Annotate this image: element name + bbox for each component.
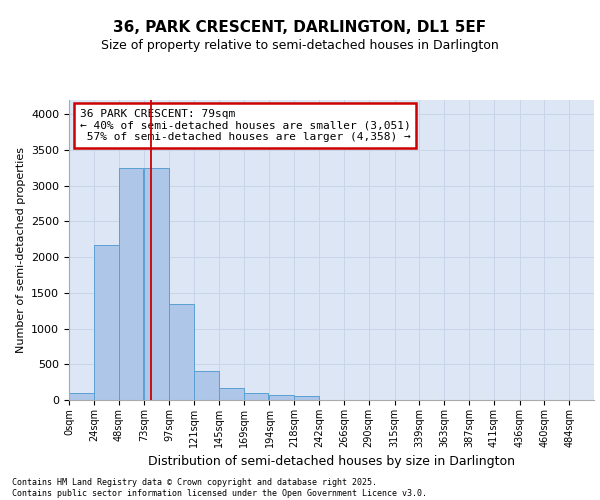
Bar: [119, 168, 143, 400]
Text: Contains HM Land Registry data © Crown copyright and database right 2025.
Contai: Contains HM Land Registry data © Crown c…: [12, 478, 427, 498]
Bar: [194, 372, 219, 400]
Text: Size of property relative to semi-detached houses in Darlington: Size of property relative to semi-detach…: [101, 40, 499, 52]
Bar: [294, 396, 319, 400]
Bar: [169, 304, 194, 400]
Bar: [219, 388, 244, 400]
Bar: [94, 244, 119, 400]
X-axis label: Distribution of semi-detached houses by size in Darlington: Distribution of semi-detached houses by …: [148, 456, 515, 468]
Bar: [244, 393, 268, 400]
Text: 36 PARK CRESCENT: 79sqm
← 40% of semi-detached houses are smaller (3,051)
 57% o: 36 PARK CRESCENT: 79sqm ← 40% of semi-de…: [79, 109, 410, 142]
Bar: [145, 168, 169, 400]
Bar: [69, 393, 94, 400]
Text: 36, PARK CRESCENT, DARLINGTON, DL1 5EF: 36, PARK CRESCENT, DARLINGTON, DL1 5EF: [113, 20, 487, 35]
Bar: [269, 396, 294, 400]
Y-axis label: Number of semi-detached properties: Number of semi-detached properties: [16, 147, 26, 353]
